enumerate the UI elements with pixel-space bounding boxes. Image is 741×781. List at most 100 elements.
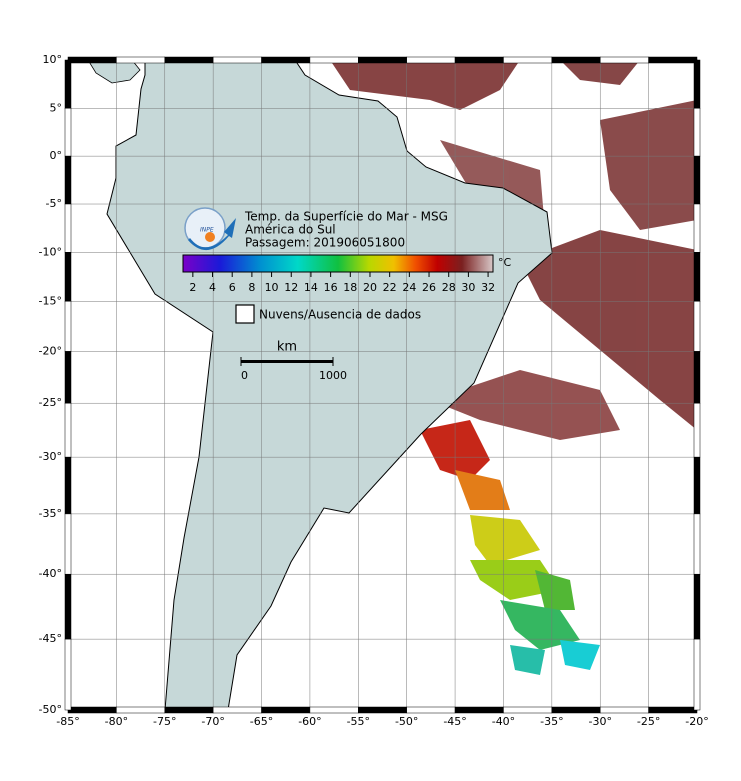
lon-label: -20° xyxy=(685,715,708,728)
scalebar: 0 1000 xyxy=(240,357,347,382)
frame-segment xyxy=(693,108,701,157)
scalebar-unit: km xyxy=(277,340,297,355)
colorbar-tick-label: 28 xyxy=(442,281,456,294)
frame-segment xyxy=(503,56,553,64)
sst-patch xyxy=(455,470,510,510)
axis-labels: -85° -80° -75° -70° -65° -60° -55° -50° -45° -40°… xyxy=(39,53,709,728)
frame-segment xyxy=(64,301,72,352)
lon-label: -70° xyxy=(201,715,224,728)
colorbar-tick-label: 30 xyxy=(461,281,475,294)
frame-segment xyxy=(164,706,214,714)
scalebar-label: 1000 xyxy=(319,369,347,382)
colorbar-tick-label: 10 xyxy=(265,281,279,294)
frame-segment xyxy=(693,351,701,404)
frame-segment xyxy=(309,56,359,64)
frame-segment xyxy=(693,456,701,515)
frame-segment xyxy=(164,56,214,64)
colorbar-unit: °C xyxy=(498,256,512,269)
frame-segment xyxy=(693,59,701,109)
frame-segment xyxy=(693,203,701,253)
lon-label: -60° xyxy=(298,715,321,728)
frame-segment xyxy=(261,56,311,64)
map-body xyxy=(68,60,697,710)
frame-segment xyxy=(64,402,72,458)
logo: INPE xyxy=(184,207,236,251)
pass-time: Passagem: 201906051800 xyxy=(245,236,405,250)
frame-segment xyxy=(64,108,72,157)
frame-segment xyxy=(693,573,701,640)
scalebar-label: 0 xyxy=(241,369,248,382)
sst-patch xyxy=(430,370,620,440)
lon-label: -40° xyxy=(492,715,515,728)
colorbar-tick-label: 2 xyxy=(189,281,196,294)
lon-label: -85° xyxy=(56,715,79,728)
sst-patches xyxy=(330,60,697,675)
frame-segment xyxy=(599,56,649,64)
frame-segment xyxy=(64,513,72,575)
frame-segment xyxy=(64,456,72,515)
lat-label: -35° xyxy=(39,507,62,520)
colorbar-tick-label: 4 xyxy=(209,281,216,294)
scalebar-bar xyxy=(241,360,333,363)
frame-bars xyxy=(64,56,701,714)
frame-segment xyxy=(599,706,649,714)
graticule xyxy=(68,60,697,710)
sst-patch xyxy=(560,640,600,670)
lon-label: -25° xyxy=(637,715,660,728)
lon-label: -50° xyxy=(395,715,418,728)
frame-segment xyxy=(64,638,72,711)
lat-label: -5° xyxy=(46,197,62,210)
frame-segment xyxy=(693,301,701,352)
frame-segment xyxy=(648,706,698,714)
colorbar-tick-label: 12 xyxy=(284,281,298,294)
frame-segment xyxy=(648,56,698,64)
lat-label: -45° xyxy=(39,632,62,645)
lat-label: -30° xyxy=(39,450,62,463)
frame-segment xyxy=(261,706,311,714)
frame-segment xyxy=(551,56,601,64)
frame-segment xyxy=(454,706,504,714)
lon-label: -35° xyxy=(540,715,563,728)
lat-label: -50° xyxy=(39,703,62,716)
colorbar-tick-label: 6 xyxy=(229,281,236,294)
legend-label: Nuvens/Ausencia de dados xyxy=(259,308,421,322)
subtitle: América do Sul xyxy=(245,223,336,237)
lon-label: -65° xyxy=(250,715,273,728)
lon-label: -80° xyxy=(105,715,128,728)
frame-segment xyxy=(358,706,407,714)
colorbar-tick-label: 14 xyxy=(304,281,318,294)
legend-swatch xyxy=(235,304,255,324)
colorbar-tick-label: 22 xyxy=(383,281,397,294)
logo-text: INPE xyxy=(200,227,214,234)
lat-label: -40° xyxy=(39,567,62,580)
lon-label: -45° xyxy=(443,715,466,728)
frame-segment xyxy=(64,155,72,205)
frame-segment xyxy=(116,706,166,714)
colorbar-tick-label: 8 xyxy=(248,281,255,294)
colorbar-tick-label: 16 xyxy=(324,281,338,294)
logo-sun xyxy=(205,232,215,242)
sst-patch xyxy=(520,230,697,430)
colorbar-tick-label: 20 xyxy=(363,281,377,294)
lon-label: -75° xyxy=(153,715,176,728)
title: Temp. da Superfície do Mar - MSG xyxy=(244,210,448,224)
frame-segment xyxy=(406,56,456,64)
sst-patch xyxy=(330,60,520,110)
frame-segment xyxy=(693,252,701,302)
frame-segment xyxy=(693,638,701,711)
frame-segment xyxy=(64,573,72,640)
colorbar-ticks: 2 4 6 8 10 12 14 16 18 20 22 24 26 28 30 32 xyxy=(189,272,495,294)
colorbar xyxy=(182,254,494,273)
lat-label: 0° xyxy=(50,149,63,162)
colorbar-tick-label: 24 xyxy=(402,281,416,294)
frame-segment xyxy=(116,56,166,64)
lat-label: 5° xyxy=(50,101,63,114)
colorbar-tick-label: 32 xyxy=(481,281,495,294)
frame-segment xyxy=(693,513,701,575)
frame-segment xyxy=(309,706,359,714)
frame-segment xyxy=(212,706,262,714)
frame-segment xyxy=(503,706,553,714)
frame-segment xyxy=(64,59,72,109)
lat-label: 10° xyxy=(43,53,63,66)
